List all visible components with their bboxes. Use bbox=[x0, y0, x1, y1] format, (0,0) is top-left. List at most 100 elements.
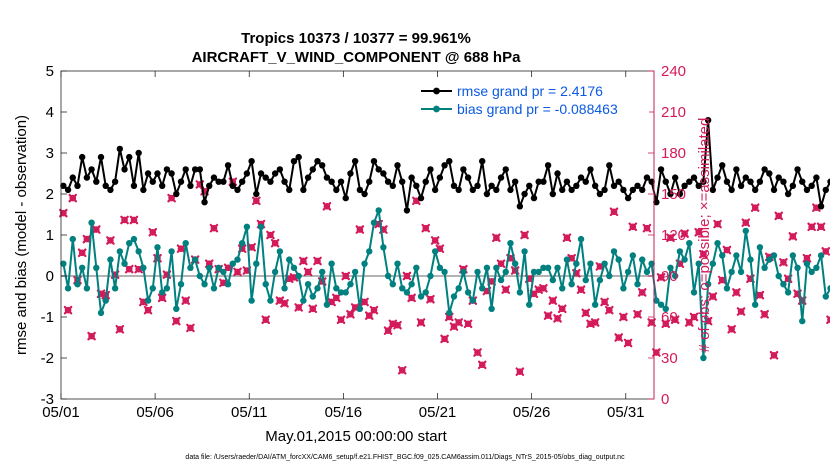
right-tick-label: 210 bbox=[661, 104, 686, 121]
bias-series-layer bbox=[60, 207, 830, 362]
bias-point bbox=[158, 289, 166, 296]
rmse-point bbox=[177, 178, 185, 185]
bias-point bbox=[417, 293, 425, 300]
obs-possible-point bbox=[582, 309, 590, 317]
obs-possible-point bbox=[441, 335, 448, 343]
bias-point bbox=[526, 301, 533, 308]
bias-point bbox=[140, 264, 147, 271]
bias-point bbox=[234, 256, 241, 263]
obs-possible-point bbox=[751, 204, 759, 211]
rmse-point bbox=[643, 174, 651, 181]
obs-possible-point bbox=[718, 276, 726, 284]
rmse-point bbox=[210, 174, 218, 181]
rmse-point bbox=[799, 178, 806, 185]
rmse-point bbox=[361, 190, 368, 198]
rmse-point bbox=[747, 178, 754, 185]
right-axis: 0 30 60 90 120 150 180 210 240 bbox=[648, 63, 686, 408]
bias-point bbox=[639, 256, 646, 263]
bias-point bbox=[304, 281, 312, 288]
bias-point bbox=[88, 219, 95, 226]
bias-point bbox=[709, 260, 717, 267]
bias-point bbox=[817, 252, 825, 259]
bias-point bbox=[827, 285, 830, 292]
obs-possible-point bbox=[342, 272, 350, 280]
rmse-point bbox=[64, 186, 72, 194]
rmse-point bbox=[591, 182, 599, 189]
y-axis-label-left: rmse and bias (model - observation) bbox=[13, 115, 30, 355]
rmse-point bbox=[709, 186, 717, 194]
obs-possible-point bbox=[356, 226, 364, 233]
rmse-point bbox=[671, 174, 679, 181]
obs-possible-point bbox=[436, 245, 444, 252]
bias-point bbox=[751, 301, 759, 308]
bias-point bbox=[399, 285, 406, 292]
obs-possible-point bbox=[267, 231, 274, 239]
bias-point bbox=[775, 272, 782, 280]
rmse-point bbox=[676, 190, 684, 198]
rmse-point bbox=[714, 174, 721, 181]
obs-possible-point bbox=[610, 208, 618, 216]
obs-possible-point bbox=[384, 327, 392, 334]
rmse-point bbox=[215, 178, 222, 185]
obs-possible-point bbox=[464, 320, 472, 328]
obs-possible-point bbox=[615, 334, 623, 341]
obs-possible-point bbox=[780, 259, 787, 266]
rmse-point bbox=[620, 186, 627, 194]
obs-possible-point bbox=[403, 272, 411, 280]
bias-point bbox=[271, 268, 279, 276]
obs-possible-point bbox=[177, 245, 185, 252]
bias-point bbox=[375, 207, 382, 214]
rmse-point bbox=[601, 186, 608, 194]
obs-possible-point bbox=[304, 268, 312, 276]
rmse-point bbox=[803, 186, 811, 194]
obs-possible-point bbox=[605, 306, 613, 314]
rmse-point bbox=[168, 170, 175, 177]
bias-point bbox=[464, 289, 472, 296]
rmse-point bbox=[474, 182, 481, 189]
obs-possible-point bbox=[60, 209, 67, 217]
bias-point bbox=[624, 268, 632, 276]
rmse-point bbox=[69, 174, 76, 181]
bias-point bbox=[794, 264, 801, 271]
bias-point bbox=[267, 297, 274, 304]
bias-point bbox=[535, 268, 542, 276]
obs-possible-point bbox=[817, 223, 825, 231]
obs-possible-point bbox=[601, 298, 608, 306]
rmse-point bbox=[121, 166, 128, 173]
obs-possible-point bbox=[737, 308, 745, 315]
rmse-point bbox=[399, 178, 406, 185]
bias-point bbox=[483, 264, 491, 271]
rmse-point bbox=[300, 186, 307, 194]
bias-point bbox=[700, 354, 707, 362]
rmse-point bbox=[238, 178, 246, 185]
bias-point bbox=[210, 285, 218, 292]
rmse-point bbox=[149, 178, 156, 185]
obs-possible-point bbox=[323, 203, 331, 210]
bias-point bbox=[431, 248, 439, 255]
obs-possible-point bbox=[413, 197, 420, 205]
x-tick-label: 05/31 bbox=[607, 404, 645, 421]
obs-possible-point bbox=[144, 306, 152, 314]
bias-point bbox=[187, 264, 194, 271]
obs-possible-point bbox=[116, 326, 124, 333]
obs-possible-point bbox=[474, 349, 481, 356]
obs-possible-point bbox=[125, 265, 133, 273]
rmse-point bbox=[587, 166, 594, 173]
bias-point bbox=[629, 252, 637, 259]
obs-possible-point bbox=[493, 234, 500, 242]
rmse-point bbox=[813, 174, 820, 181]
rmse-point bbox=[686, 178, 693, 185]
rmse-point bbox=[780, 178, 787, 185]
rmse-point bbox=[690, 174, 698, 181]
rmse-point bbox=[446, 158, 453, 165]
rmse-point bbox=[563, 178, 571, 185]
obs-possible-point bbox=[733, 289, 740, 296]
obs-possible-point bbox=[262, 316, 270, 324]
left-tick-label: -1 bbox=[41, 309, 54, 326]
obs-possible-point bbox=[629, 223, 637, 231]
rmse-point bbox=[436, 174, 444, 181]
obs-possible-point bbox=[657, 274, 665, 281]
obs-possible-point bbox=[158, 294, 166, 302]
rmse-point bbox=[450, 182, 458, 189]
rmse-point bbox=[314, 158, 321, 165]
